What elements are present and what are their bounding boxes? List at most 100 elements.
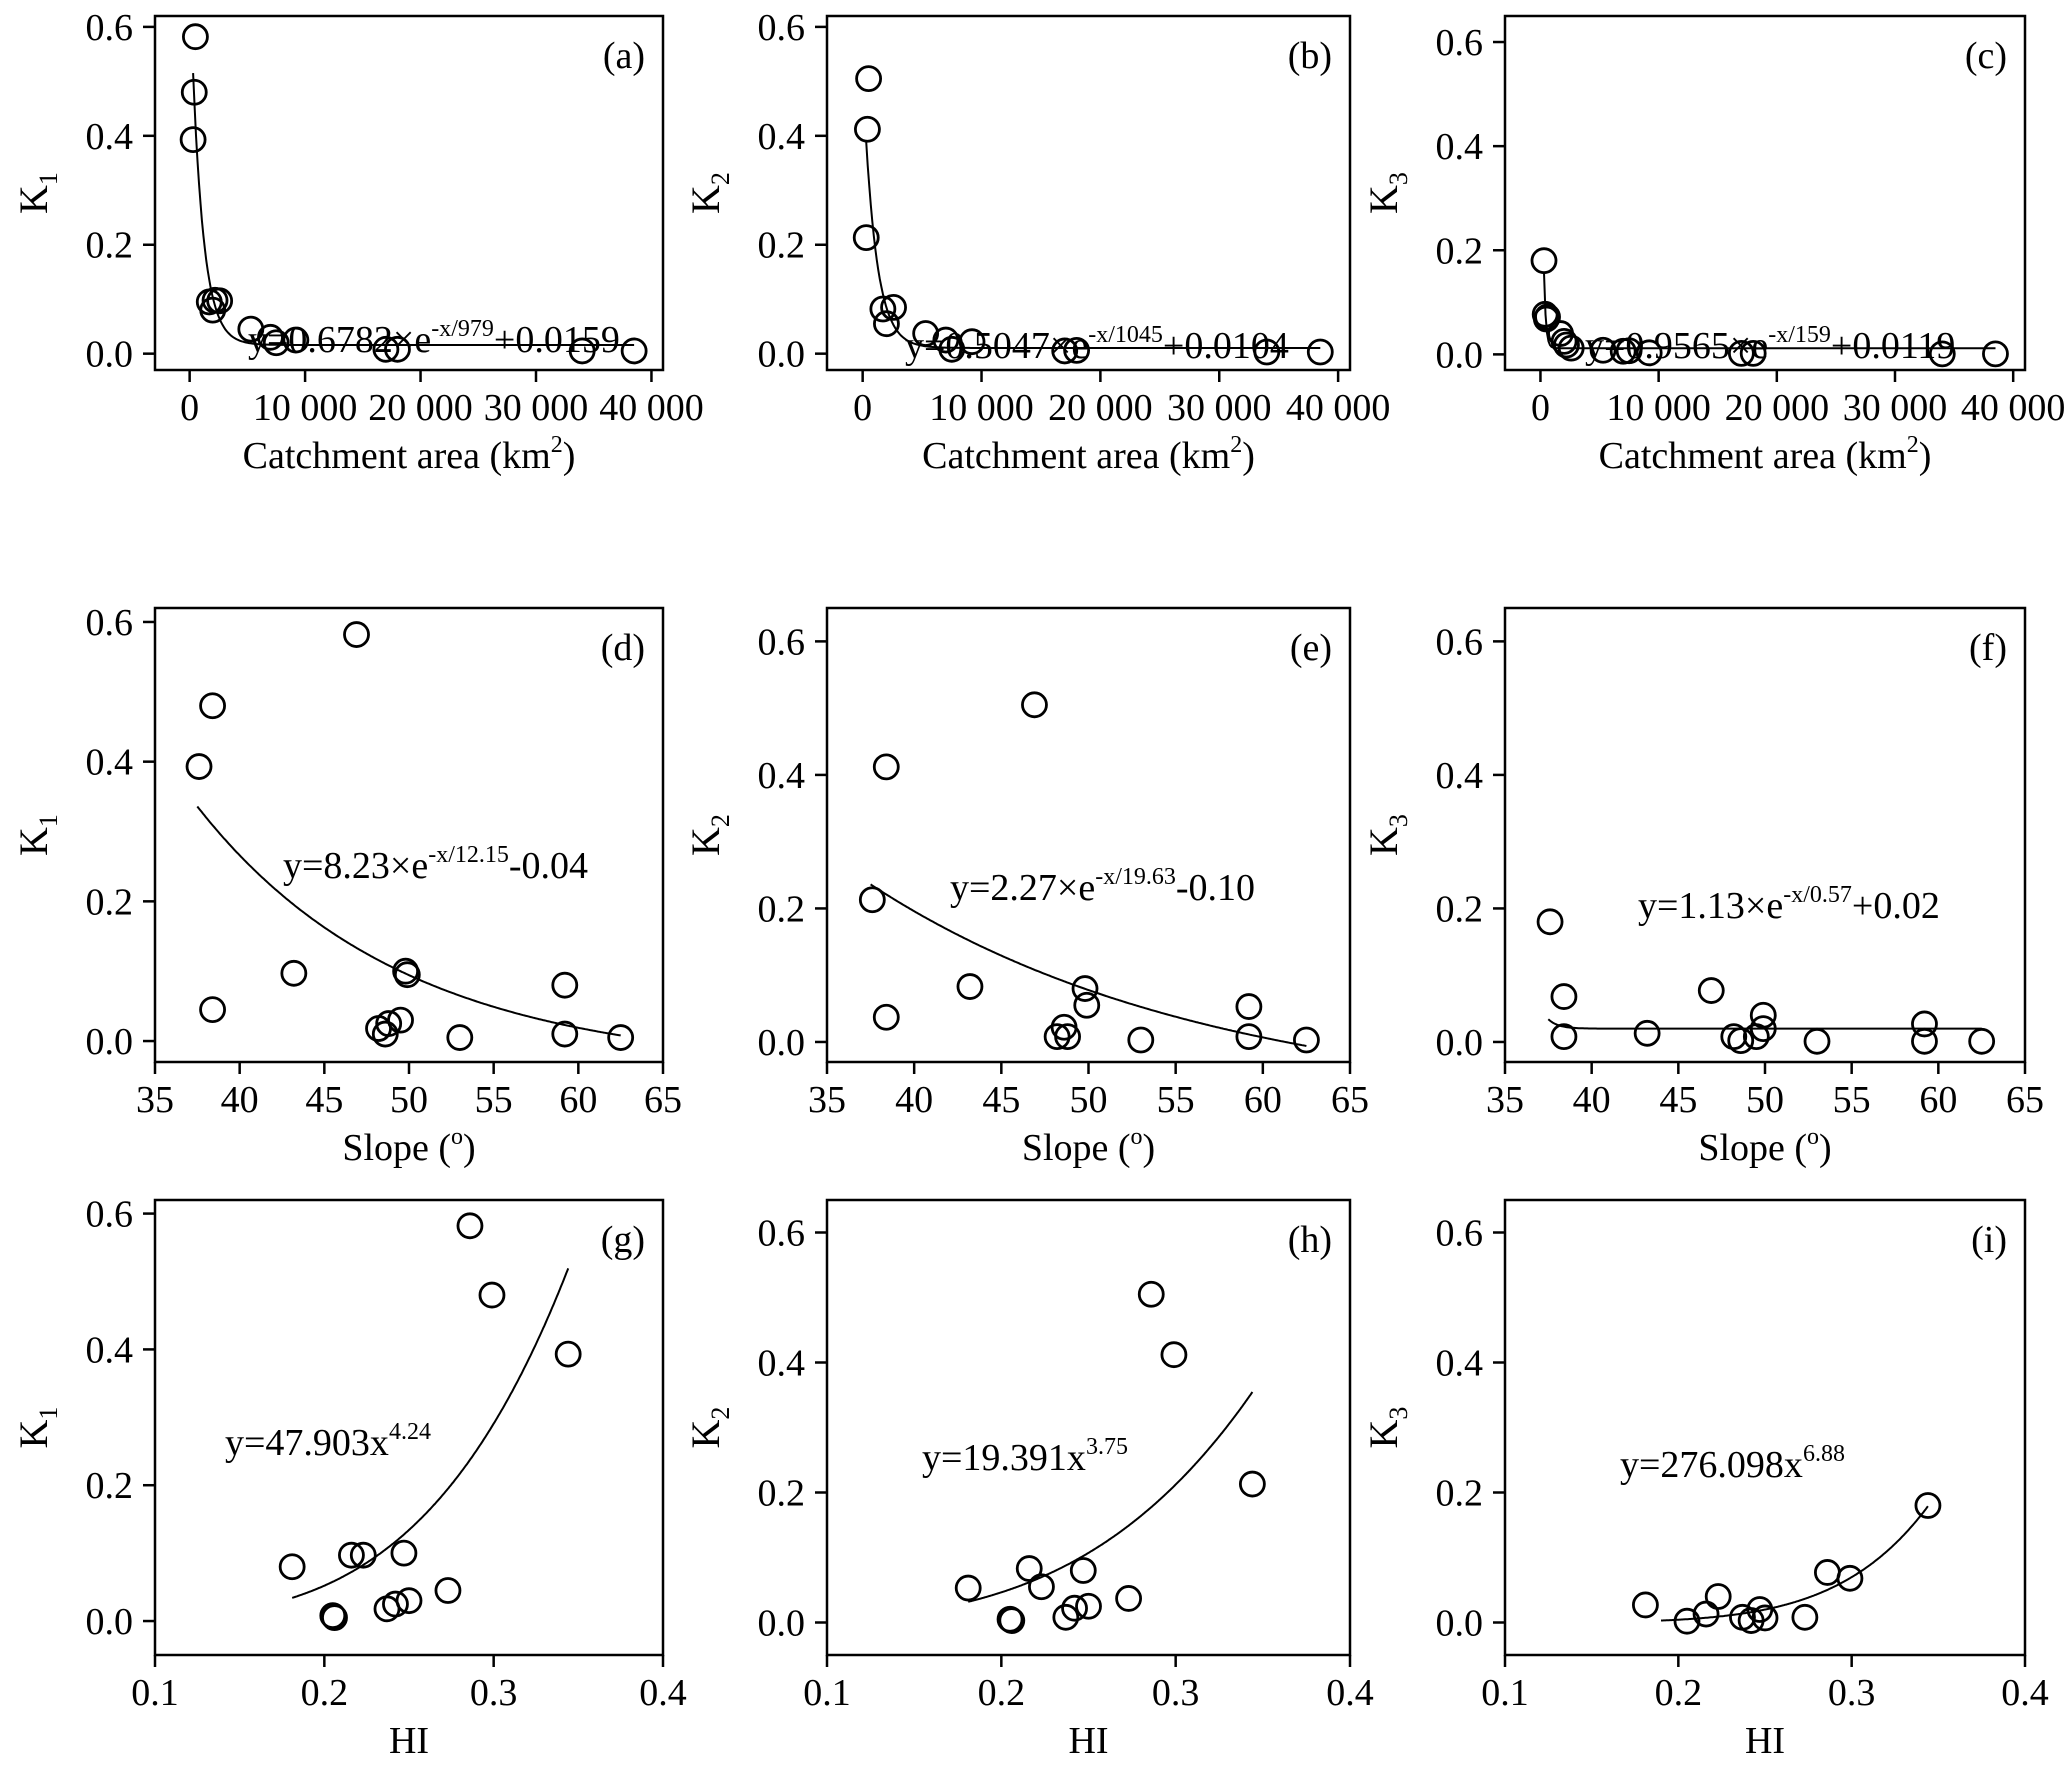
y-tick-label: 0.6 [1436, 1213, 1484, 1255]
data-point [393, 961, 421, 989]
y-tick-label: 0.4 [1436, 126, 1484, 168]
data-point [1615, 337, 1643, 365]
data-point [338, 1541, 365, 1569]
data-point [382, 1590, 409, 1618]
x-axis-title: Slope (o) [1698, 1124, 1831, 1169]
y-tick-label: 0.2 [1436, 888, 1484, 930]
data-point [872, 1003, 900, 1031]
x-axis-title: Catchment area (km2) [243, 432, 576, 477]
x-tick-label: 20 000 [1725, 387, 1830, 429]
y-axis-title: K2 [683, 172, 735, 214]
y-tick-label: 0.0 [86, 1601, 134, 1643]
data-point [478, 1281, 506, 1309]
x-tick-label: 0 [1531, 387, 1550, 429]
data-point [446, 1024, 474, 1051]
y-tick-label: 0.4 [1436, 755, 1484, 797]
x-tick-label: 60 [1919, 1079, 1957, 1121]
data-point [1632, 1591, 1659, 1619]
data-point [372, 335, 400, 363]
data-point [1306, 338, 1334, 366]
x-tick-label: 40 000 [1286, 387, 1391, 429]
data-point [456, 1212, 484, 1240]
x-tick-label: 60 [559, 1079, 597, 1121]
data-point [1633, 1019, 1661, 1047]
x-tick-label: 30 000 [1167, 387, 1272, 429]
data-point [607, 1024, 635, 1051]
y-axis-title: K2 [683, 1407, 735, 1449]
panel-label: (i) [1971, 1219, 2007, 1261]
y-tick-label: 0.6 [758, 1213, 806, 1255]
plot-frame [153, 14, 665, 372]
data-point [620, 337, 648, 365]
x-tick-label: 50 [390, 1079, 428, 1121]
data-point [1720, 1023, 1748, 1051]
data-point [1015, 1555, 1043, 1582]
data-point [954, 1574, 982, 1602]
data-point [1739, 339, 1767, 367]
y-tick-label: 0.4 [758, 1343, 806, 1385]
data-point [1069, 1557, 1097, 1584]
data-point [869, 295, 897, 323]
y-tick-label: 0.4 [758, 116, 806, 158]
y-tick-label: 0.2 [758, 225, 806, 267]
x-tick-label: 0.2 [1655, 1672, 1703, 1714]
y-tick-label: 0.2 [758, 1473, 806, 1515]
x-axis-title: Catchment area (km2) [922, 432, 1255, 477]
data-point [371, 1020, 399, 1048]
plot-frame [153, 1198, 665, 1657]
x-tick-label: 0 [180, 387, 199, 429]
data-point [1589, 336, 1617, 364]
data-point [375, 1010, 403, 1037]
y-tick-label: 0.2 [1436, 230, 1484, 272]
x-axis-title: HI [389, 1720, 429, 1762]
y-tick-label: 0.2 [86, 1465, 134, 1507]
data-point [1052, 1603, 1080, 1631]
data-point [199, 296, 227, 324]
fit-curve [1661, 1505, 1929, 1622]
data-point [1063, 336, 1091, 364]
data-point [1530, 247, 1558, 275]
y-tick-label: 0.4 [86, 116, 134, 158]
plot-frame [825, 1198, 1352, 1657]
y-axis-title: K3 [1361, 1407, 1413, 1449]
plot-frame [825, 14, 1352, 372]
plot-frame [1503, 1198, 2027, 1657]
data-point [1137, 1280, 1165, 1308]
y-axis-title: K1 [11, 1407, 63, 1449]
data-point [1557, 334, 1585, 362]
y-tick-label: 0.4 [86, 742, 134, 784]
chart-panel-i: 0.1 0.2 0.3 0.4 0.0 0.2 0.4 0.6 HI K3 (i) y=276.098… [1361, 1198, 2049, 1762]
y-tick-label: 0.0 [1436, 1022, 1484, 1064]
x-tick-label: 0.3 [1828, 1672, 1876, 1714]
fit-equation: y=8.23×e-x/12.15-0.04 [283, 842, 588, 887]
x-tick-label: 35 [136, 1079, 174, 1121]
data-point [1704, 1583, 1732, 1610]
x-tick-label: 45 [982, 1079, 1020, 1121]
y-axis-title: K1 [11, 172, 63, 214]
fit-curve [870, 883, 1307, 1047]
data-point [1914, 1492, 1942, 1519]
y-tick-label: 0.6 [86, 1194, 134, 1236]
x-tick-label: 0.2 [978, 1672, 1026, 1714]
plot-frame [153, 606, 665, 1064]
fit-curve [1543, 272, 1996, 350]
x-axis-title: Slope (o) [1022, 1124, 1155, 1169]
y-tick-label: 0.6 [86, 602, 134, 644]
data-point [182, 23, 209, 51]
x-tick-label: 50 [1746, 1079, 1784, 1121]
panel-label: (h) [1288, 1219, 1332, 1261]
y-tick-label: 0.6 [1436, 22, 1484, 64]
fit-curve [865, 141, 1321, 349]
data-point [199, 692, 226, 720]
y-axis-title: K2 [683, 814, 735, 856]
data-point [1968, 1027, 1996, 1055]
data-point [1673, 1607, 1701, 1635]
data-point [1751, 1604, 1779, 1632]
data-point [958, 328, 986, 356]
data-point [873, 310, 900, 338]
x-tick-label: 0.3 [470, 1672, 518, 1714]
data-point [551, 1020, 579, 1048]
x-axis-title: HI [1068, 1720, 1108, 1762]
chart-panel-g: 0.1 0.2 0.3 0.4 0.0 0.2 0.4 0.6 HI K1 (g) y=47.903x… [11, 1194, 687, 1762]
